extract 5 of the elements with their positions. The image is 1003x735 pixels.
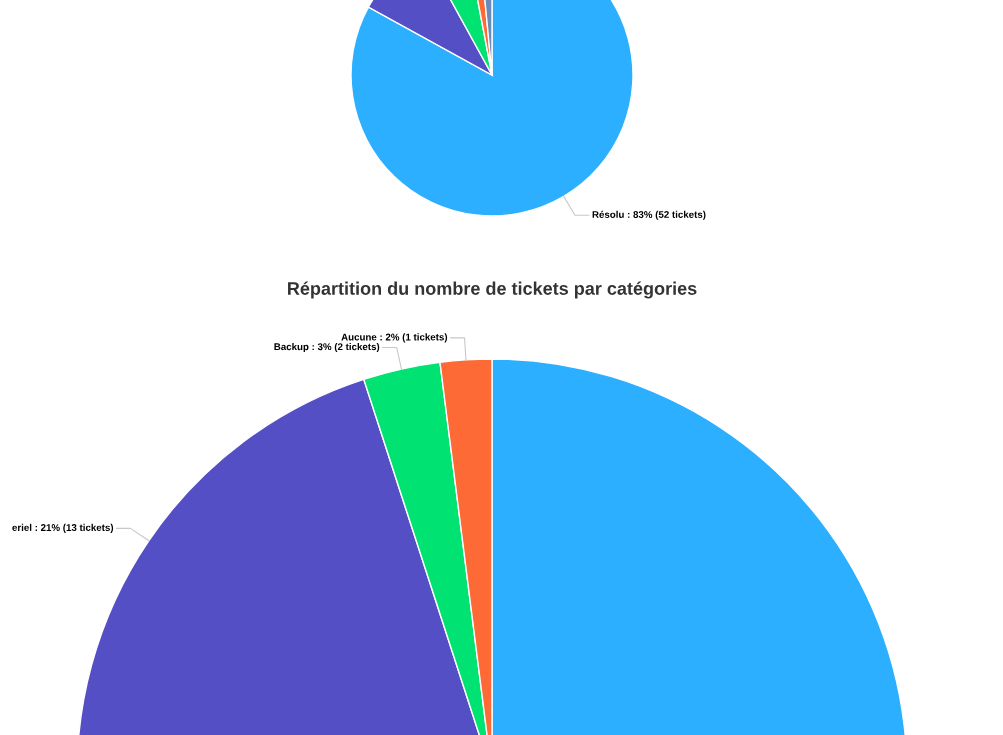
slice-label: Aucune : 2% (1 tickets) — [341, 333, 448, 343]
slice-label: eriel : 21% (13 tickets) — [12, 523, 114, 533]
slice-label: Backup : 3% (2 tickets) — [274, 342, 380, 353]
chart-title: Répartition du nombre de tickets par catégories — [288, 281, 697, 299]
slice-label: Résolu : 83% (52 tickets) — [592, 210, 706, 220]
